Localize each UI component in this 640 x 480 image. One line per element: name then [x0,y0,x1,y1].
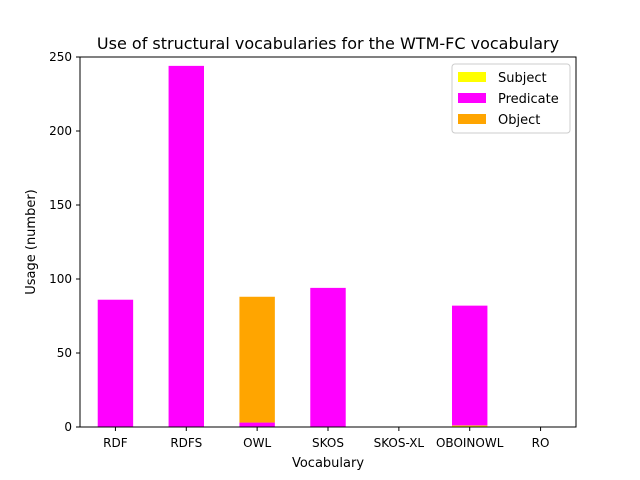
y-tick-label: 0 [64,420,72,434]
bars-layer [97,65,488,427]
x-tick-label-skos-xl: SKOS-XL [374,436,425,450]
legend: Subject Predicate Object [451,63,571,134]
legend-swatch-subject [458,72,486,82]
legend-label-predicate: Predicate [498,92,559,107]
x-tick-label-rdfs: RDFS [170,436,202,450]
x-axis-label: Vocabulary [292,456,364,471]
bar-predicate-rdfs [168,65,204,427]
y-axis: 0 50 100 150 200 250 [49,50,80,434]
bar-predicate-owl [239,422,275,427]
x-tick-label-skos: SKOS [312,436,344,450]
legend-label-subject: Subject [498,71,547,86]
y-tick-label: 200 [49,124,72,138]
y-tick-label: 50 [57,346,72,360]
legend-label-object: Object [498,113,540,128]
x-tick-label-oboinowl: OBOINOWL [436,436,504,450]
y-tick-label: 250 [49,50,72,64]
x-tick-label-owl: OWL [243,436,271,450]
y-axis-label: Usage (number) [24,189,39,295]
y-tick-label: 100 [49,272,72,286]
x-tick-label-ro: RO [532,436,550,450]
legend-swatch-object [458,114,486,124]
plot-frame [79,56,577,428]
bar-subject-oboinowl [452,425,488,427]
chart-title: Use of structural vocabularies for the W… [97,34,559,53]
bar-predicate-skos [310,287,346,427]
bar-predicate-oboinowl [452,305,488,426]
legend-swatch-predicate [458,93,486,103]
bar-object-owl [239,296,275,423]
bar-predicate-rdf [97,299,134,427]
y-tick-label: 150 [49,198,72,212]
x-tick-label-rdf: RDF [103,436,128,450]
x-axis: RDF RDFS OWL SKOS SKOS-XL OBOINOWL RO [103,427,549,450]
